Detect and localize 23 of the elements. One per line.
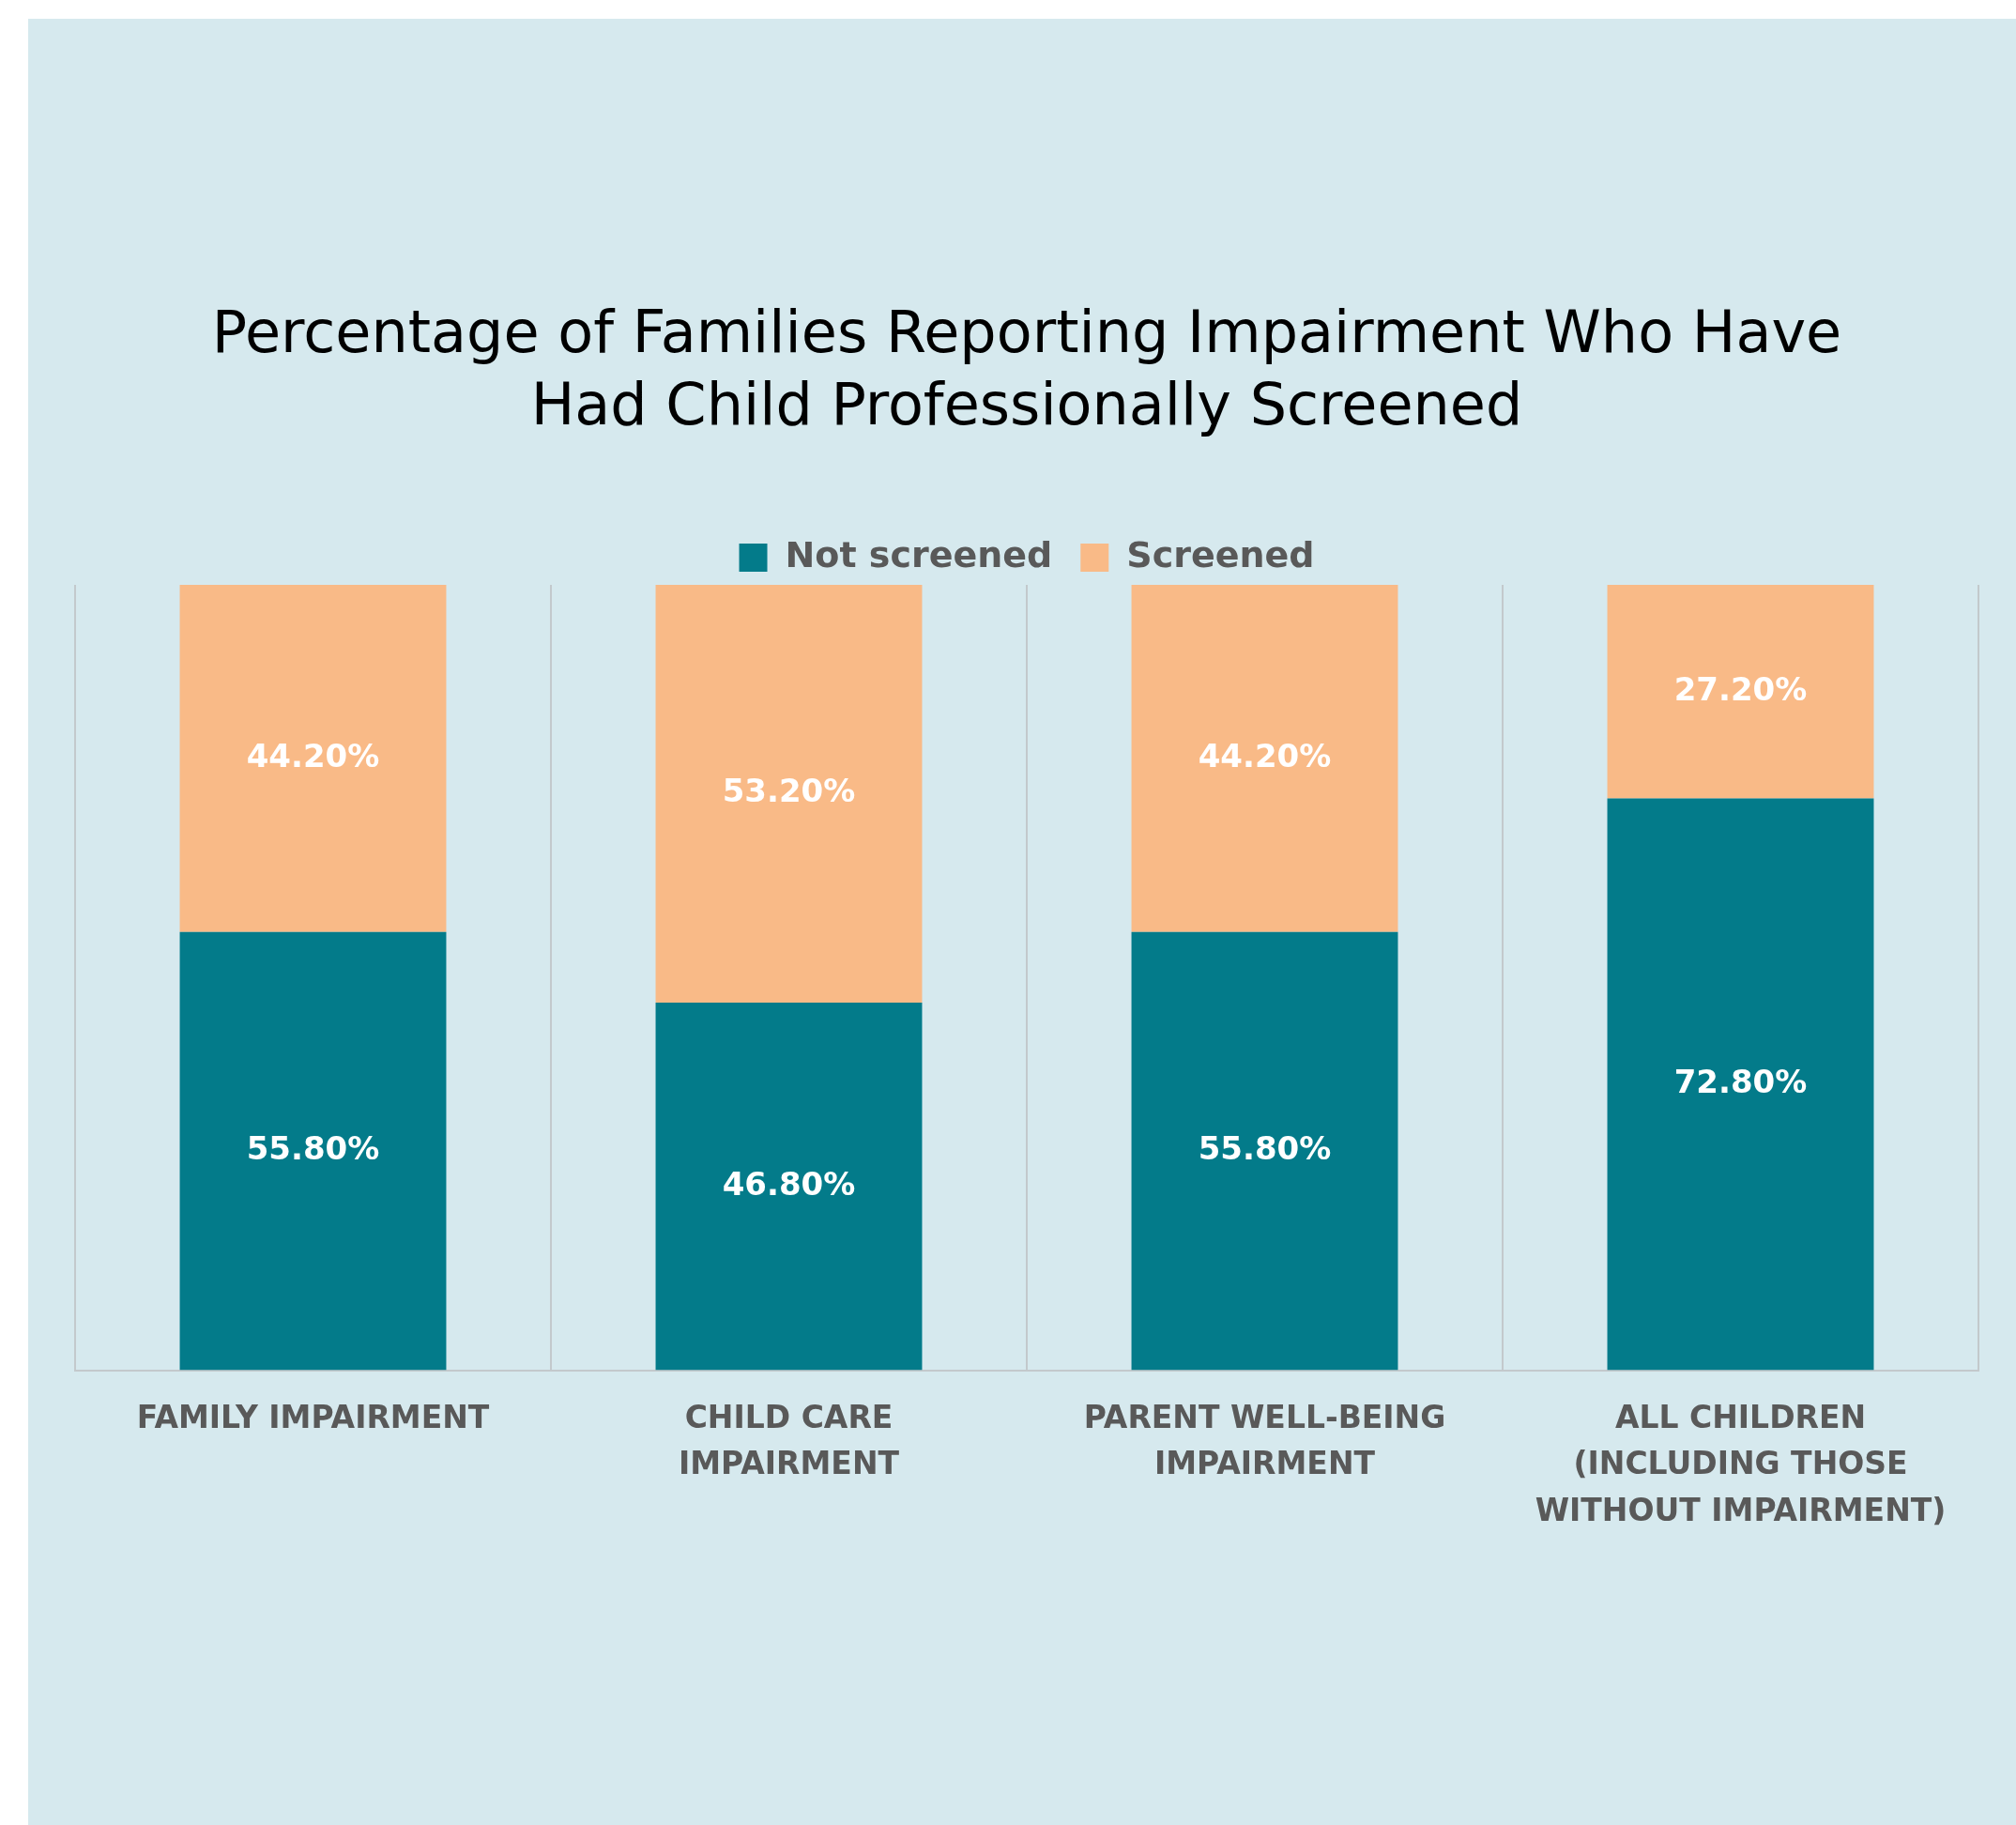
data-label: 44.20%: [1198, 736, 1332, 774]
data-label: 53.20%: [722, 772, 856, 810]
data-label: 46.80%: [722, 1164, 856, 1203]
bar: [655, 1003, 923, 1371]
bar: [179, 585, 447, 932]
bar: [1131, 931, 1398, 1371]
x-tick-label: PARENT WELL-BEING IMPAIRMENT: [1083, 1398, 1446, 1482]
data-label: 44.20%: [246, 736, 380, 774]
legend-label: Screened: [1126, 533, 1315, 575]
data-label: 27.20%: [1673, 669, 1808, 708]
x-tick-label: ALL CHILDREN (INCLUDING THOSE WITHOUT IMPAIRMENT): [1535, 1398, 1947, 1528]
x-tick-label: FAMILY IMPAIRMENT: [136, 1398, 490, 1435]
bar: [1607, 798, 1874, 1371]
bar: [1607, 585, 1874, 799]
chart-title: Percentage of Families Reporting Impairment Who Have Had Child Professionally Screened: [211, 297, 1842, 439]
bar: [1131, 585, 1398, 932]
legend-label: Not screened: [785, 533, 1053, 575]
x-tick-label: CHILD CARE IMPAIRMENT: [678, 1398, 900, 1482]
data-label: 55.80%: [246, 1128, 380, 1167]
data-label: 72.80%: [1673, 1062, 1808, 1100]
bar: [655, 585, 923, 1004]
data-label: 55.80%: [1198, 1128, 1332, 1167]
bar: [179, 931, 447, 1371]
